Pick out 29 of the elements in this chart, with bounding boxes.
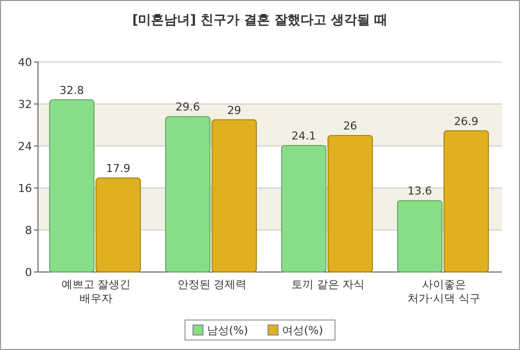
bar — [165, 116, 210, 272]
y-tick-label: 0 — [25, 266, 32, 279]
bar — [444, 130, 489, 272]
x-tick-label: 예쁘고 잘생긴 배우자 — [61, 278, 131, 305]
data-label: 24.1 — [292, 129, 316, 142]
y-tick-label: 24 — [18, 140, 32, 153]
legend-label: 여성(%) — [282, 324, 324, 337]
bar — [49, 99, 94, 272]
bar — [212, 119, 257, 272]
data-label: 26.9 — [454, 114, 478, 128]
data-label: 29 — [227, 104, 242, 117]
legend-label: 남성(%) — [207, 324, 248, 337]
x-tick-label: 안정된 경제력 — [177, 278, 247, 291]
chart-title: [미혼남녀] 친구가 결혼 잘했다고 생각될 때 — [132, 13, 388, 28]
data-label: 13.6 — [408, 184, 432, 198]
bar — [281, 144, 326, 272]
data-label: 32.8 — [60, 84, 84, 97]
y-tick-label: 32 — [18, 98, 32, 111]
bar — [328, 135, 373, 272]
bar — [397, 200, 442, 272]
x-tick-label: 사이좋은 처가·시댁 식구 — [408, 278, 480, 305]
y-tick-label: 8 — [25, 224, 32, 237]
data-label: 17.9 — [106, 162, 130, 176]
x-tick-label: 토끼 같은 자식 — [292, 278, 364, 291]
y-tick-label: 16 — [18, 182, 32, 195]
y-tick-label: 40 — [18, 56, 32, 69]
data-label: 26 — [343, 120, 358, 132]
data-label: 29.6 — [176, 100, 200, 114]
bar — [96, 178, 141, 272]
